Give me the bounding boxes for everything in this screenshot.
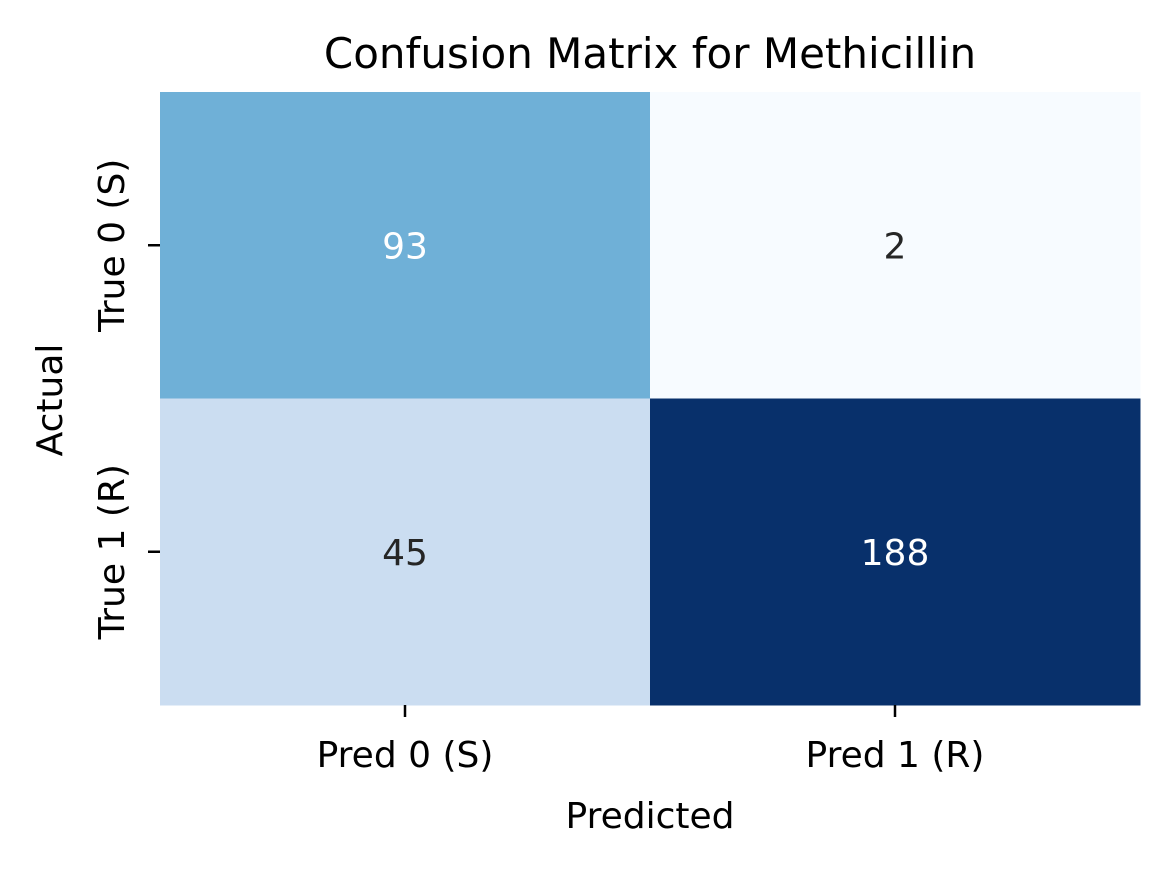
- y-tick-label-0: True 0 (S): [92, 159, 133, 333]
- heatmap-cell-r0-c1: [650, 92, 1141, 399]
- y-axis-label: Actual: [30, 344, 71, 457]
- chart-title: Confusion Matrix for Methicillin: [324, 29, 976, 78]
- cell-value-label-r1-c0: 45: [382, 533, 428, 574]
- cell-value-label-r0-c0: 93: [382, 226, 428, 267]
- x-tick-label-1: Pred 1 (R): [806, 735, 985, 776]
- x-axis-label: Predicted: [566, 796, 735, 837]
- x-tick-label-0: Pred 0 (S): [317, 735, 494, 776]
- heatmap-cell-r1-c0: [160, 398, 651, 706]
- axis-ticks: Pred 0 (S) Pred 1 (R) True 0 (S) True 1 (R): [92, 159, 984, 776]
- heatmap-cells: 93 2 45 188: [160, 92, 1141, 706]
- heatmap-cell-r1-c1: [650, 398, 1141, 706]
- y-tick-label-1: True 1 (R): [92, 464, 133, 640]
- heatmap-cell-r0-c0: [160, 92, 651, 399]
- cell-value-label-r1-c1: 188: [861, 533, 930, 574]
- cell-value-label-r0-c1: 2: [884, 226, 907, 267]
